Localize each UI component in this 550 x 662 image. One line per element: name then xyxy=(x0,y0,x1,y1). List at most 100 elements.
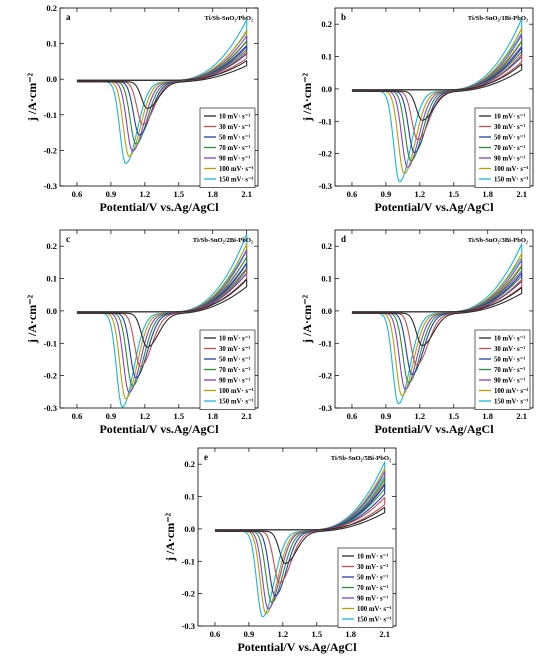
legend-entry: 50 mV· s⁻¹ xyxy=(494,357,525,364)
x-tick-label: 1.8 xyxy=(345,629,356,639)
x-tick-label: 0.9 xyxy=(381,411,392,421)
series-curve-0 xyxy=(351,287,523,347)
panel-letter: d xyxy=(341,234,346,244)
x-axis-label: Potential/V vs.Ag/AgCl xyxy=(99,422,219,436)
panel-title: Ti/Sb-SnO₂/3Bi-PbO₂ xyxy=(468,237,528,244)
y-tick-label: 0.1 xyxy=(46,274,57,284)
legend-entry: 30 mV· s⁻¹ xyxy=(357,564,388,571)
x-tick-label: 0.9 xyxy=(106,189,117,199)
panel-letter: c xyxy=(66,234,70,244)
legend-entry: 150 mV· s⁻¹ xyxy=(494,177,529,184)
y-axis-label: j /A·cm⁻² xyxy=(163,512,177,562)
x-tick-label: 0.6 xyxy=(347,189,358,199)
y-tick-label: -0.1 xyxy=(44,338,57,348)
y-tick-label: -0.2 xyxy=(319,149,332,159)
legend-entry: 50 mV· s⁻¹ xyxy=(219,135,250,142)
legend-entry: 70 mV· s⁻¹ xyxy=(494,145,525,152)
curves xyxy=(351,243,523,405)
plot-frame xyxy=(334,7,534,187)
y-tick-label: 0.1 xyxy=(321,52,332,62)
x-tick-label: 0.9 xyxy=(244,629,255,639)
panel-title: Ti/Sb-SnO₂/5Bi-PbO₂ xyxy=(331,455,391,462)
curves xyxy=(76,233,248,408)
panel-letter: b xyxy=(341,12,346,22)
legend-entry: 70 mV· s⁻¹ xyxy=(357,585,388,592)
chart-panel-b: 0.6 0.9 1.2 1.5 1.8 2.1 -0.3 -0.2 -0.1 0.0 0.1 0.2 P… xyxy=(300,7,534,214)
x-tick-label: 1.2 xyxy=(140,411,151,421)
y-tick-label: -0.3 xyxy=(182,621,195,631)
legend-entry: 10 mV· s⁻¹ xyxy=(494,336,525,343)
legend-entry: 150 mV· s⁻¹ xyxy=(219,177,254,184)
plot-frame xyxy=(197,447,397,627)
y-axis-label: j /A·cm⁻² xyxy=(300,294,314,344)
x-tick-label: 1.2 xyxy=(415,411,426,421)
x-tick-label: 1.8 xyxy=(207,411,218,421)
x-tick-label: 0.6 xyxy=(347,411,358,421)
legend-entry: 150 mV· s⁻¹ xyxy=(357,617,392,624)
legend-entry: 10 mV· s⁻¹ xyxy=(219,114,250,121)
legend-entry: 100 mV· s⁻¹ xyxy=(219,388,254,395)
x-tick-label: 1.5 xyxy=(173,189,184,199)
legend-entry: 70 mV· s⁻¹ xyxy=(219,145,250,152)
x-tick-label: 2.1 xyxy=(379,629,390,639)
y-tick-label: 0.1 xyxy=(184,492,195,502)
x-axis-label: Potential/V vs.Ag/AgCl xyxy=(374,422,494,436)
y-tick-label: -0.3 xyxy=(319,403,332,413)
x-tick-label: 1.5 xyxy=(448,411,459,421)
legend-entry: 100 mV· s⁻¹ xyxy=(357,606,392,613)
x-axis-label: Potential/V vs.Ag/AgCl xyxy=(374,200,494,214)
legend-entry: 100 mV· s⁻¹ xyxy=(494,388,529,395)
y-tick-label: -0.1 xyxy=(182,556,195,566)
legend: 10 mV· s⁻¹ 30 mV· s⁻¹ 50 mV· s⁻¹ 70 mV· s⁻¹… xyxy=(337,547,394,628)
legend: 10 mV· s⁻¹ 30 mV· s⁻¹ 50 mV· s⁻¹ 70 mV· s⁻¹… xyxy=(199,329,256,410)
chart-panel-c: 0.6 0.9 1.2 1.5 1.8 2.1 -0.3 -0.2 -0.1 0.0 0.1 0.2 P… xyxy=(25,229,259,436)
panel-title: Ti/Sb-SnO₂/2Bi-PbO₂ xyxy=(193,237,253,244)
y-tick-label: -0.1 xyxy=(319,116,332,126)
y-tick-label: -0.1 xyxy=(44,110,57,120)
plot-frame xyxy=(59,7,259,187)
legend-entry: 30 mV· s⁻¹ xyxy=(494,346,525,353)
series-curve-0 xyxy=(76,278,248,348)
y-axis-label: j /A·cm⁻² xyxy=(300,72,314,122)
legend-entry: 150 mV· s⁻¹ xyxy=(494,399,529,406)
legend-entry: 150 mV· s⁻¹ xyxy=(219,399,254,406)
x-tick-label: 2.1 xyxy=(516,189,527,199)
x-tick-label: 1.5 xyxy=(173,411,184,421)
y-tick-label: 0.2 xyxy=(46,241,57,251)
x-tick-label: 1.5 xyxy=(311,629,322,639)
series-curve-0 xyxy=(214,506,386,565)
y-tick-label: 0.2 xyxy=(321,241,332,251)
x-tick-label: 1.5 xyxy=(448,189,459,199)
legend: 10 mV· s⁻¹ 30 mV· s⁻¹ 50 mV· s⁻¹ 70 mV· s⁻¹… xyxy=(474,107,531,188)
legend-entry: 90 mV· s⁻¹ xyxy=(219,156,250,163)
x-tick-label: 2.1 xyxy=(241,189,252,199)
y-tick-label: 0.0 xyxy=(46,306,57,316)
x-tick-label: 0.6 xyxy=(72,189,83,199)
y-tick-label: -0.3 xyxy=(44,403,57,413)
y-tick-label: 0.0 xyxy=(46,74,57,84)
y-tick-label: 0.2 xyxy=(321,19,332,29)
y-tick-label: 0.1 xyxy=(321,274,332,284)
legend-entry: 50 mV· s⁻¹ xyxy=(357,575,388,582)
y-axis-label: j /A·cm⁻² xyxy=(25,294,39,344)
x-tick-label: 1.2 xyxy=(140,189,151,199)
x-tick-label: 1.2 xyxy=(278,629,289,639)
legend-entry: 100 mV· s⁻¹ xyxy=(219,166,254,173)
legend: 10 mV· s⁻¹ 30 mV· s⁻¹ 50 mV· s⁻¹ 70 mV· s⁻¹… xyxy=(199,107,256,188)
legend-entry: 30 mV· s⁻¹ xyxy=(219,346,250,353)
x-tick-label: 2.1 xyxy=(241,411,252,421)
curves xyxy=(351,18,523,183)
series-curve-0 xyxy=(351,63,523,121)
legend-entry: 70 mV· s⁻¹ xyxy=(494,367,525,374)
y-tick-label: -0.1 xyxy=(319,338,332,348)
plot-frame xyxy=(334,229,534,409)
legend-entry: 90 mV· s⁻¹ xyxy=(357,596,388,603)
y-tick-label: -0.2 xyxy=(44,371,57,381)
y-tick-label: -0.3 xyxy=(44,181,57,191)
x-tick-label: 0.6 xyxy=(72,411,83,421)
legend-entry: 90 mV· s⁻¹ xyxy=(219,378,250,385)
y-tick-label: 0.2 xyxy=(184,459,195,469)
legend-entry: 30 mV· s⁻¹ xyxy=(219,124,250,131)
legend-entry: 100 mV· s⁻¹ xyxy=(494,166,529,173)
y-tick-label: 0.2 xyxy=(46,3,57,13)
